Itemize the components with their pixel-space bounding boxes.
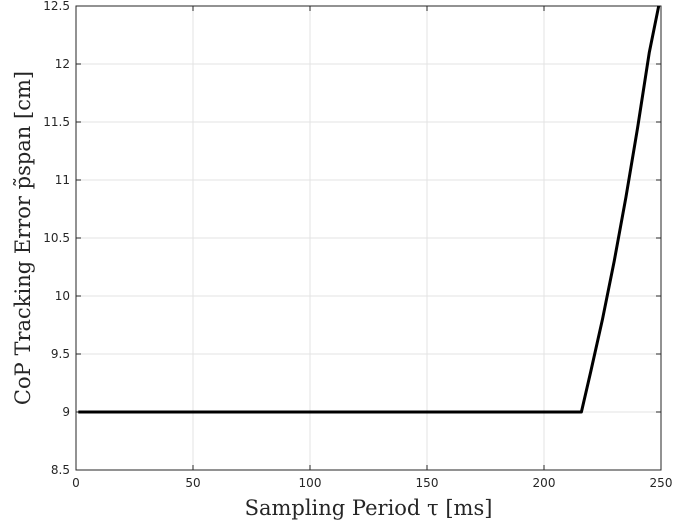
x-axis-label: Sampling Period τ [ms]: [245, 496, 493, 520]
series-group: [78, 5, 661, 414]
y-axis-ticks: 8.5 9 9.5 10 10.5 11 11.5 12 12.5: [43, 0, 661, 477]
y-tick-label: 10: [55, 289, 70, 303]
y-tick-label: 11: [55, 173, 70, 187]
y-tick-label: 11.5: [43, 115, 70, 129]
x-tick-label: 0: [72, 476, 80, 490]
x-tick-label: 50: [185, 476, 200, 490]
x-tick-label: 200: [533, 476, 556, 490]
x-axis-ticks: 0 50 100 150 200 250: [72, 6, 672, 490]
y-tick-label: 10.5: [43, 231, 70, 245]
y-tick-label: 12.5: [43, 0, 70, 13]
y-axis-label: CoP Tracking Error p̃span [cm]: [11, 71, 35, 405]
series-line-0: [78, 5, 661, 414]
x-tick-label: 100: [299, 476, 322, 490]
x-tick-label: 250: [650, 476, 673, 490]
y-tick-label: 12: [55, 57, 70, 71]
y-tick-label: 9: [62, 405, 70, 419]
x-tick-label: 150: [416, 476, 439, 490]
y-tick-label: 9.5: [51, 347, 70, 361]
y-tick-label: 8.5: [51, 463, 70, 477]
